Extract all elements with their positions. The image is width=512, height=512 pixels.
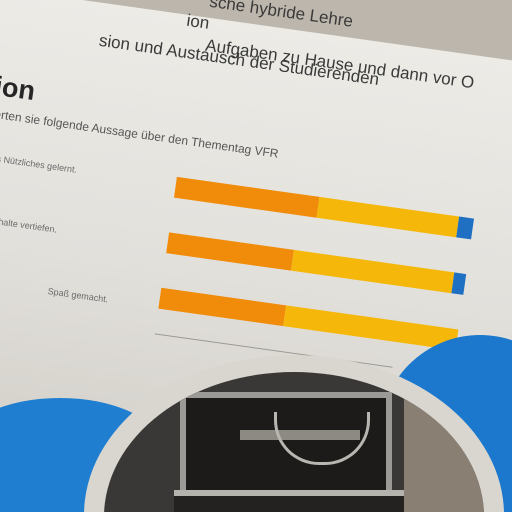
bar-segment-2-2 [290,249,455,294]
heading-line-1: sche hybride Lehre [208,0,355,31]
bar-segment-3-2 [283,305,459,351]
bar-segment-2-1 [166,232,294,271]
bar-label-1: etwas Nützliches gelernt. [0,151,78,175]
bar-row-2 [166,232,467,295]
section-title: tion [0,69,38,107]
equipment-photo [104,372,484,512]
bar-segment-1-1 [173,176,320,218]
heading-line-2: ion [185,10,211,33]
bar-segment-1-3 [456,216,474,240]
equipment-case-lower [174,490,404,512]
bar-segment-3-1 [158,287,287,327]
photo-background [404,372,484,512]
bar-segment-2-3 [451,272,467,295]
bar-label-3: Spaß gemacht. [47,286,109,305]
bar-label-2: Vorlesungsinhalte vertiefen. [0,209,58,235]
question-prompt: werten sie folgende Aussage über den The… [0,105,280,161]
bar-segment-1-2 [316,196,460,238]
bar-row-1 [173,176,474,240]
